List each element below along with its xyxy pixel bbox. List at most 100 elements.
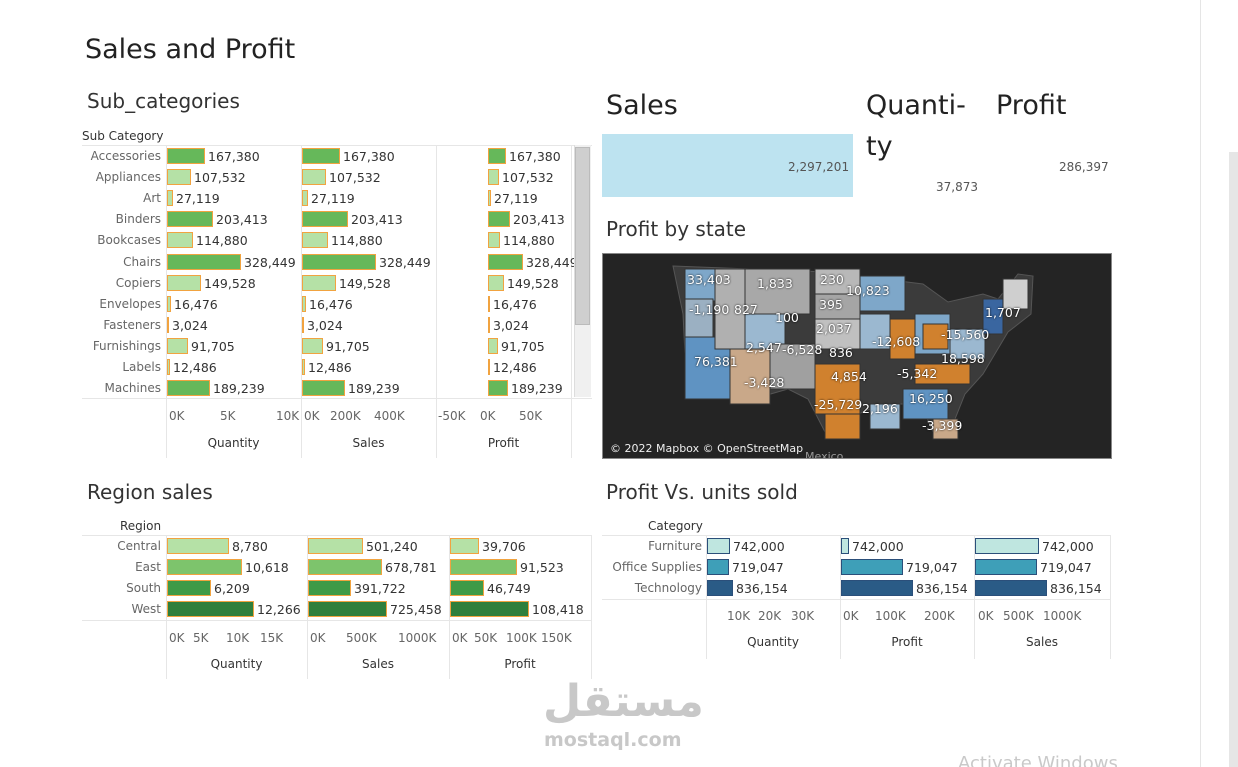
- subcat-quantity-bar[interactable]: [167, 359, 170, 375]
- subcat-sales-bar[interactable]: [302, 274, 336, 291]
- subcat-quantity-bar[interactable]: [167, 253, 241, 270]
- subcat-sales-bar[interactable]: [302, 232, 328, 249]
- subcat-sales-bar[interactable]: [302, 316, 304, 333]
- region-sales-bar[interactable]: [308, 601, 387, 617]
- subcat-quantity-bar[interactable]: [167, 316, 169, 333]
- category-quantity-bar[interactable]: [707, 538, 730, 554]
- subcat-row-label[interactable]: Copiers: [115, 275, 161, 290]
- map-state-label[interactable]: 10,823: [846, 283, 890, 298]
- region-profit-bar[interactable]: [450, 559, 517, 575]
- map-state-label[interactable]: 827: [734, 302, 758, 317]
- subcat-quantity-bar[interactable]: [167, 295, 171, 312]
- category-quantity-bar[interactable]: [707, 580, 733, 596]
- map-state-label[interactable]: 2,547: [746, 340, 782, 355]
- map-state-label[interactable]: -1,190: [689, 302, 730, 317]
- subcat-sales-bar[interactable]: [302, 253, 376, 270]
- subcat-profit-bar[interactable]: [488, 211, 510, 228]
- region-quantity-bar[interactable]: [167, 538, 229, 554]
- category-row-label[interactable]: Office Supplies: [612, 560, 702, 574]
- subcat-sales-bar[interactable]: [302, 211, 348, 228]
- map-state-label[interactable]: 2,037: [816, 321, 852, 336]
- subcat-profit-bar[interactable]: [488, 316, 490, 333]
- subcat-quantity-bar[interactable]: [167, 190, 173, 207]
- map-state-label[interactable]: 2,196: [862, 401, 898, 416]
- map-state-label[interactable]: -5,342: [897, 366, 938, 381]
- subcat-scrollbar-thumb[interactable]: [575, 147, 590, 325]
- region-sales-bar[interactable]: [308, 559, 382, 575]
- subcat-row-label[interactable]: Machines: [104, 381, 161, 396]
- subcat-profit-bar[interactable]: [488, 337, 498, 354]
- subcat-row-label[interactable]: Art: [143, 191, 161, 206]
- subcat-row-label[interactable]: Binders: [115, 212, 161, 227]
- subcat-profit-bar[interactable]: [488, 359, 490, 375]
- subcat-quantity-bar[interactable]: [167, 148, 205, 164]
- map-state-label[interactable]: 4,854: [831, 369, 867, 384]
- region-row-label[interactable]: Central: [117, 539, 161, 553]
- map-state-label[interactable]: 16,250: [909, 391, 953, 406]
- subcat-profit-bar[interactable]: [488, 253, 523, 270]
- region-profit-bar[interactable]: [450, 538, 479, 554]
- map-credit[interactable]: © 2022 Mapbox © OpenStreetMap: [610, 442, 804, 455]
- subcat-profit-bar[interactable]: [488, 380, 508, 397]
- subcat-quantity-bar[interactable]: [167, 232, 193, 249]
- page-scrollbar[interactable]: [1229, 152, 1238, 767]
- map-state-label[interactable]: 1,833: [757, 276, 793, 291]
- region-sales-bar[interactable]: [308, 580, 351, 596]
- subcat-row-label[interactable]: Envelopes: [99, 296, 161, 311]
- subcat-row-label[interactable]: Accessories: [90, 149, 161, 163]
- subcat-row-label[interactable]: Labels: [122, 360, 161, 374]
- subcat-sales-bar[interactable]: [302, 295, 306, 312]
- category-profit-bar[interactable]: [841, 559, 903, 575]
- map-state-label[interactable]: 836: [829, 345, 853, 360]
- region-quantity-bar[interactable]: [167, 580, 211, 596]
- map-state-label[interactable]: -3,428: [744, 375, 785, 390]
- subcat-row-label[interactable]: Fasteners: [103, 317, 161, 332]
- subcat-quantity-bar[interactable]: [167, 337, 188, 354]
- region-profit-bar[interactable]: [450, 601, 529, 617]
- subcat-profit-bar[interactable]: [488, 274, 504, 291]
- subcat-sales-bar[interactable]: [302, 190, 308, 207]
- region-sales-bar[interactable]: [308, 538, 363, 554]
- region-row-label[interactable]: West: [131, 602, 161, 616]
- subcat-row-label[interactable]: Chairs: [123, 254, 161, 269]
- region-profit-bar[interactable]: [450, 580, 484, 596]
- subcat-row-label[interactable]: Bookcases: [97, 233, 161, 248]
- region-quantity-bar[interactable]: [167, 601, 254, 617]
- subcat-quantity-bar[interactable]: [167, 274, 201, 291]
- region-quantity-bar[interactable]: [167, 559, 242, 575]
- subcat-row-label[interactable]: Appliances: [95, 170, 161, 185]
- map-state-label[interactable]: -3,399: [922, 418, 963, 433]
- category-sales-bar[interactable]: [975, 538, 1039, 554]
- region-row-label[interactable]: East: [135, 560, 161, 574]
- subcat-profit-bar[interactable]: [488, 148, 506, 164]
- map-state-label[interactable]: 395: [819, 297, 843, 312]
- map-state-label[interactable]: 33,403: [687, 272, 731, 287]
- category-quantity-bar[interactable]: [707, 559, 729, 575]
- region-row-label[interactable]: South: [126, 581, 161, 595]
- map-state-label[interactable]: 100: [775, 310, 799, 325]
- map-state-label[interactable]: -15,560: [941, 327, 990, 342]
- category-row-label[interactable]: Technology: [634, 581, 702, 595]
- subcat-sales-bar[interactable]: [302, 169, 326, 186]
- map-state-label[interactable]: 18,598: [941, 351, 985, 366]
- subcat-sales-bar[interactable]: [302, 148, 340, 164]
- map-state-label[interactable]: -25,729: [814, 397, 863, 412]
- subcat-profit-bar[interactable]: [488, 169, 499, 186]
- subcat-sales-bar[interactable]: [302, 380, 345, 397]
- subcat-profit-bar[interactable]: [488, 295, 490, 312]
- subcat-profit-bar[interactable]: [488, 190, 491, 207]
- map-state-label[interactable]: 1,707: [985, 305, 1021, 320]
- category-profit-bar[interactable]: [841, 538, 849, 554]
- subcat-quantity-bar[interactable]: [167, 211, 213, 228]
- subcat-quantity-bar[interactable]: [167, 169, 191, 186]
- map-state-label[interactable]: -12,608: [872, 334, 921, 349]
- subcat-sales-bar[interactable]: [302, 359, 305, 375]
- category-sales-bar[interactable]: [975, 559, 1037, 575]
- subcat-row-label[interactable]: Furnishings: [92, 338, 161, 353]
- map-state-label[interactable]: 76,381: [694, 354, 738, 369]
- subcat-sales-bar[interactable]: [302, 337, 323, 354]
- subcat-profit-bar[interactable]: [488, 232, 500, 249]
- map-state-label[interactable]: 230: [820, 272, 844, 287]
- profit-by-state-map[interactable]: 33,403 -1,190 827 1,833 230 395 10,823 1…: [602, 253, 1112, 459]
- category-sales-bar[interactable]: [975, 580, 1047, 596]
